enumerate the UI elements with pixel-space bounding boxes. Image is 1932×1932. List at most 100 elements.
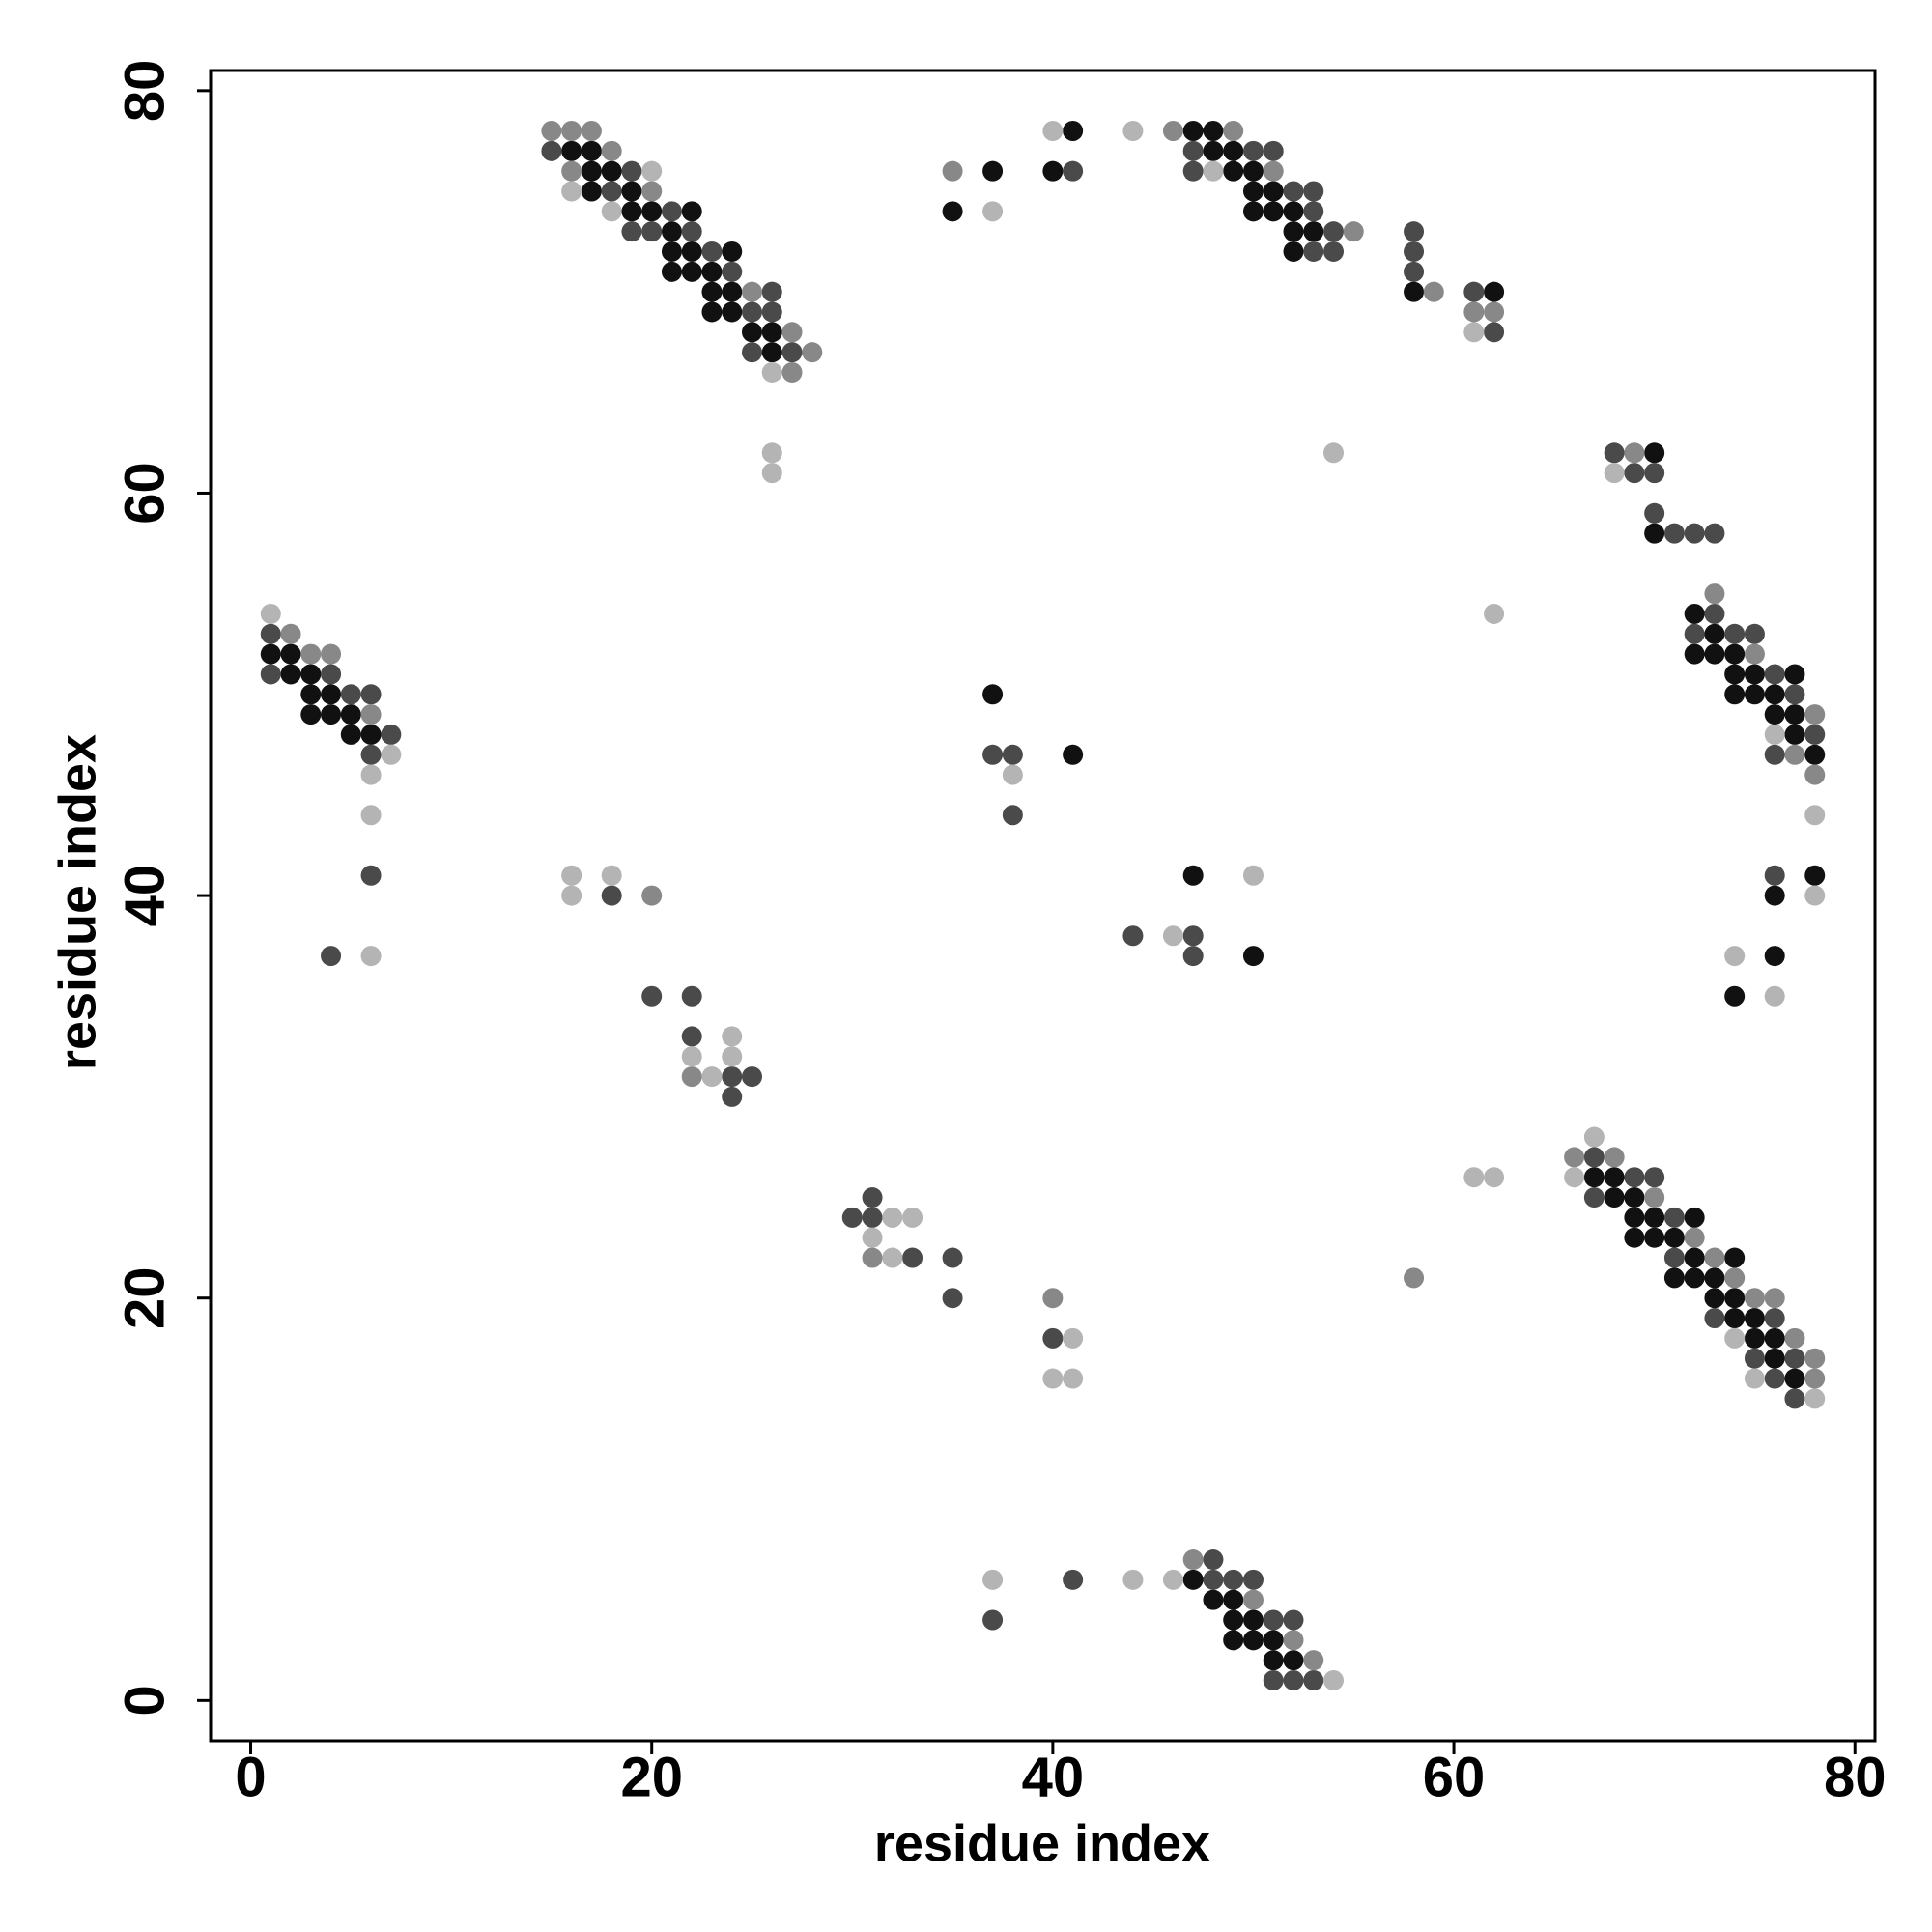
contact-point — [1784, 1368, 1805, 1389]
contact-point — [701, 281, 723, 302]
contact-point — [1263, 1630, 1284, 1651]
contact-point — [300, 684, 322, 705]
contact-point — [1804, 704, 1826, 725]
contact-point — [1203, 1589, 1224, 1610]
contact-point — [561, 885, 582, 906]
contact-point — [1804, 805, 1826, 826]
contact-point — [1644, 502, 1665, 524]
contact-point — [661, 221, 682, 242]
contact-point — [1704, 1288, 1725, 1309]
contact-point — [681, 1066, 702, 1088]
contact-point — [802, 342, 823, 363]
contact-point — [541, 120, 562, 141]
contact-point — [1263, 140, 1284, 161]
contact-point — [1042, 1368, 1064, 1389]
contact-point — [1283, 201, 1304, 222]
contact-point — [1724, 1247, 1746, 1268]
contact-point — [621, 221, 642, 242]
contact-point — [741, 281, 762, 302]
contact-point — [360, 744, 382, 765]
contact-point — [1784, 684, 1805, 705]
plot-frame — [209, 69, 1877, 1743]
contact-point — [1684, 1247, 1705, 1268]
contact-point — [1182, 140, 1204, 161]
contact-point — [260, 643, 281, 665]
y-axis-title: residue index — [48, 734, 106, 1070]
contact-point — [1203, 160, 1224, 182]
contact-point — [1263, 181, 1284, 202]
contact-point — [781, 322, 803, 343]
contact-point — [1242, 865, 1264, 886]
contact-point — [1063, 744, 1084, 765]
contact-point — [1784, 1388, 1805, 1409]
contact-point — [581, 160, 602, 182]
contact-point — [1583, 1167, 1605, 1188]
y-tick-label: 0 — [113, 1685, 176, 1716]
contact-point — [1323, 442, 1345, 464]
contact-point — [1182, 946, 1204, 967]
contact-point — [561, 120, 582, 141]
contact-point — [300, 643, 322, 665]
x-axis-title: residue index — [874, 1814, 1210, 1872]
contact-point — [581, 120, 602, 141]
contact-point — [982, 1569, 1004, 1590]
x-tick-label: 60 — [1423, 1746, 1486, 1808]
contact-point — [1283, 1630, 1304, 1651]
contact-point — [1804, 865, 1826, 886]
contact-point — [1704, 523, 1725, 544]
contact-point — [1604, 1187, 1625, 1208]
contact-point — [741, 301, 762, 323]
contact-point — [1404, 261, 1425, 282]
contact-point — [360, 805, 382, 826]
contact-point — [1002, 805, 1023, 826]
contact-point — [1724, 684, 1746, 705]
contact-point — [701, 1066, 723, 1088]
contact-point — [1263, 160, 1284, 182]
contact-point — [1484, 1167, 1505, 1188]
contact-point — [1182, 865, 1204, 886]
contact-point — [340, 704, 361, 725]
contact-point — [1663, 1267, 1685, 1289]
contact-point — [661, 261, 682, 282]
contact-point — [280, 664, 301, 685]
contact-point — [701, 261, 723, 282]
contact-point — [1182, 925, 1204, 947]
contact-point — [1724, 1267, 1746, 1289]
contact-point — [681, 221, 702, 242]
contact-point — [1764, 865, 1785, 886]
contact-point — [1644, 463, 1665, 484]
contact-point — [1684, 1267, 1705, 1289]
contact-point — [1724, 643, 1746, 665]
contact-point — [360, 865, 382, 886]
contact-point — [360, 724, 382, 745]
contact-point — [561, 140, 582, 161]
contact-point — [1624, 1207, 1645, 1228]
contact-point — [1663, 1207, 1685, 1228]
contact-point — [300, 704, 322, 725]
contact-point — [1283, 221, 1304, 242]
contact-point — [1764, 985, 1785, 1007]
contact-point — [1323, 1670, 1345, 1691]
contact-point — [761, 301, 782, 323]
contact-point — [1162, 1569, 1183, 1590]
contact-point — [1764, 664, 1785, 685]
contact-point — [1704, 1247, 1725, 1268]
contact-point — [681, 1046, 702, 1067]
contact-point — [1283, 1609, 1304, 1631]
contact-point — [601, 181, 622, 202]
contact-point — [260, 664, 281, 685]
contact-point — [761, 442, 782, 464]
contact-point — [1624, 1227, 1645, 1248]
contact-point — [1663, 1247, 1685, 1268]
contact-point — [1764, 1308, 1785, 1329]
contact-point — [1764, 1348, 1785, 1369]
contact-point — [1624, 442, 1645, 464]
contact-point — [1042, 1288, 1064, 1309]
contact-point — [1122, 120, 1144, 141]
contact-point — [1744, 1368, 1765, 1389]
contact-point — [321, 684, 342, 705]
contact-point — [761, 322, 782, 343]
contact-point — [1162, 120, 1183, 141]
contact-point — [722, 1066, 743, 1088]
contact-point — [1042, 160, 1064, 182]
